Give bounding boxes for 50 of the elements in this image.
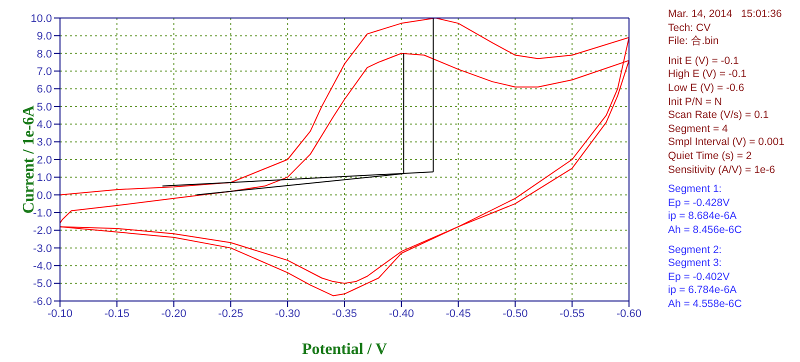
text: Mar. 14, 2014 15:01:36 [668,8,783,22]
y-tick-label: 3.0 [36,136,52,149]
x-tick-label: -0.15 [104,308,130,320]
x-tick-label: -0.30 [275,308,300,320]
text: Init E (V) = -0.1 [668,54,740,68]
text: Segment 3: [668,257,723,271]
text: Smpl Interval (V) = 0.001 [668,136,784,150]
x-tick-label: -0.60 [616,308,642,320]
text: Segment 2: [668,244,723,258]
x-tick-label: -0.50 [502,308,528,320]
y-tick-label: 0.0 [36,190,52,202]
x-tick-label: -0.20 [161,308,186,320]
y-tick-label: 7.0 [36,66,52,78]
x-tick-label: -0.55 [560,308,585,320]
x-tick-label: -0.40 [388,308,414,320]
x-tick-label: -0.25 [218,308,244,320]
text: ip = 8.684e-6A [668,210,738,224]
x-tick-label: -0.35 [332,308,358,320]
text: Segment = 4 [668,122,729,136]
text: High E (V) = -0.1 [668,68,748,82]
text: Quiet Time (s) = 2 [668,150,753,164]
text: Sensitivity (A/V) = 1e-6 [668,164,776,178]
y-tick-label: -4.0 [33,260,52,273]
y-tick-label: -5.0 [33,278,52,290]
x-tick-label: -0.10 [47,308,73,320]
x-axis-title: Potential / V [302,341,388,358]
text: Ep = -0.402V [668,270,731,284]
y-tick-label: -6.0 [33,296,52,308]
y-tick-label: 6.0 [36,84,52,96]
y-tick-label: -1.0 [33,207,52,220]
text: Init P/N = N [668,96,723,110]
text: Ah = 8.456e-6C [668,224,743,238]
text: File: 合.bin [668,35,720,49]
y-tick-label: 1.0 [36,172,52,184]
y-tick-label: -3.0 [33,242,52,255]
text: ip = 6.784e-6A [668,284,738,298]
y-tick-label: 8.0 [36,48,52,60]
y-tick-label: 2.0 [36,154,52,166]
y-tick-label: 4.0 [36,119,52,132]
y-tick-label: -2.0 [33,225,52,238]
y-tick-label: 9.0 [36,30,52,43]
text: Ah = 4.558e-6C [668,298,743,312]
x-tick-label: -0.45 [446,308,471,320]
text: Scan Rate (V/s) = 0.1 [668,109,770,123]
text: Low E (V) = -0.6 [668,82,746,96]
y-tick-label: 10.0 [30,12,52,25]
text: Ep = -0.428V [668,196,731,210]
y-tick-label: 5.0 [36,101,52,114]
text: Tech: CV [668,22,712,36]
text: Segment 1: [668,183,723,197]
